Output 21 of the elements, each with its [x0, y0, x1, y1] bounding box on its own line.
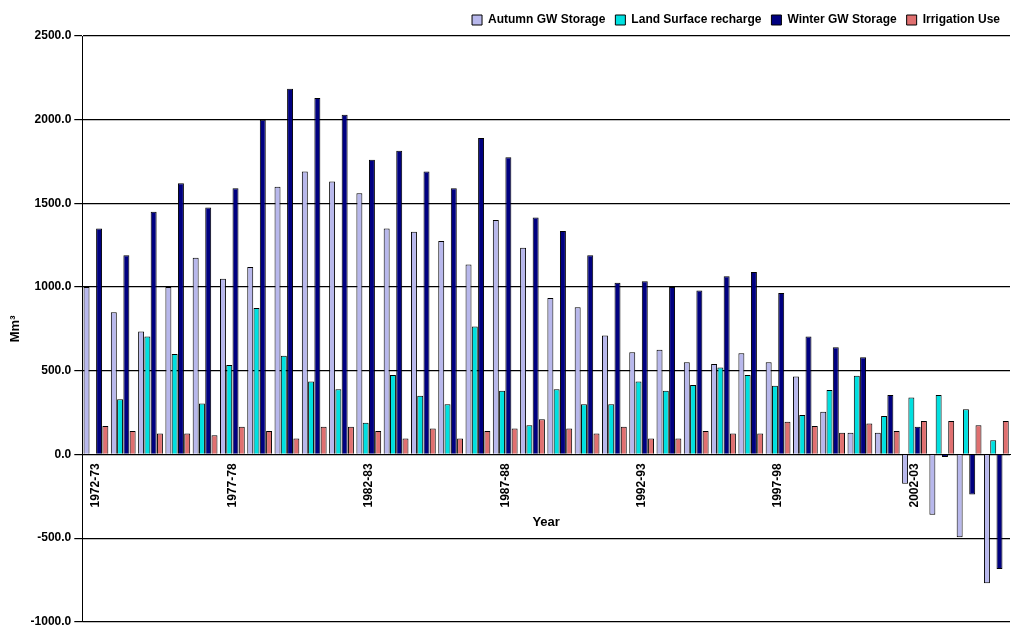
- y-tick-label: 500.0: [41, 363, 72, 378]
- y-tick-label: 2000.0: [34, 112, 72, 126]
- x-axis-title: Year: [532, 513, 560, 529]
- legend-label: Land Surface recharge: [631, 12, 762, 27]
- y-tick-label: 0.0: [54, 446, 72, 461]
- x-tick-label: 2002-03: [906, 463, 921, 508]
- x-tick-label: 1992-93: [633, 463, 648, 508]
- x-tick-label: 1977-78: [224, 463, 239, 508]
- y-tick-label: -500.0: [37, 530, 72, 545]
- y-tick-label: 1000.0: [34, 279, 72, 294]
- x-tick-label: 1987-88: [497, 463, 512, 508]
- x-tick-label: 1982-83: [361, 463, 376, 508]
- y-tick-label: 1500.0: [34, 195, 72, 210]
- legend-label: Winter GW Storage: [787, 12, 897, 27]
- y-tick-label: -1000.0: [30, 614, 72, 629]
- legend-label: Autumn GW Storage: [488, 12, 606, 27]
- x-tick-label: 1972-73: [88, 463, 103, 508]
- x-tick-label: 1997-98: [770, 463, 785, 508]
- y-tick-label: 2500.0: [34, 28, 72, 43]
- legend-label: Irrigation Use: [922, 12, 1001, 27]
- y-axis-title: Mm³: [7, 314, 23, 343]
